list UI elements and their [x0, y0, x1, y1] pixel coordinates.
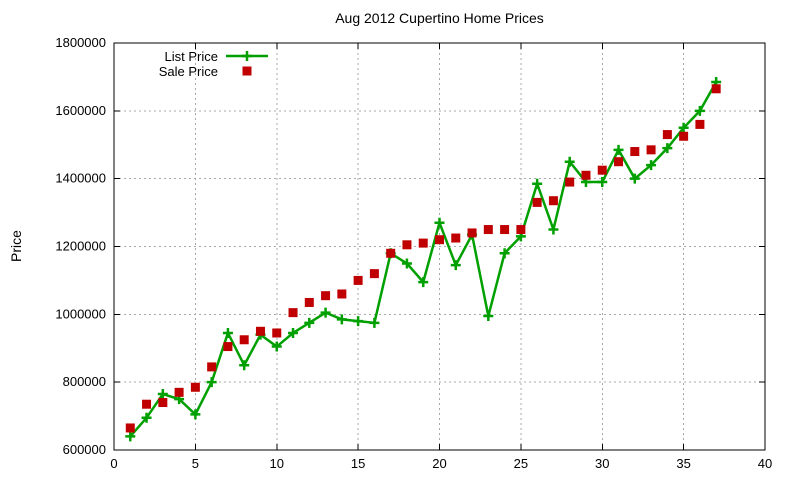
- list-price-marker: [271, 341, 282, 352]
- list-price-marker: [499, 248, 510, 259]
- list-price-marker: [678, 122, 689, 133]
- list-price-marker: [450, 260, 461, 271]
- chart-title: Aug 2012 Cupertino Home Prices: [335, 10, 544, 26]
- list-price-marker: [141, 412, 152, 423]
- legend-label: Sale Price: [159, 64, 218, 79]
- chart-canvas: 0 5 10 15 20 25 30 35 40 600000 800000 1000000 12000…: [55, 35, 772, 471]
- list-price-marker: [206, 377, 217, 388]
- x-tick-label: 25: [514, 456, 528, 471]
- sale-price-marker: [597, 165, 607, 175]
- x-tick-label: 30: [595, 456, 609, 471]
- y-tick-label: 1800000: [55, 35, 106, 50]
- sale-price-marker: [304, 297, 314, 307]
- sale-price-marker: [483, 225, 493, 235]
- list-price-marker: [369, 317, 380, 328]
- sale-price-marker: [662, 130, 672, 140]
- sale-price-marker: [500, 225, 510, 235]
- list-price-marker: [662, 143, 673, 154]
- y-tick-label: 1600000: [55, 103, 106, 118]
- x-tick-label: 10: [270, 456, 284, 471]
- list-price-marker: [157, 389, 168, 400]
- sale-price-marker: [207, 362, 217, 372]
- y-tick-label: 800000: [63, 374, 106, 389]
- list-price-marker: [190, 409, 201, 420]
- sale-price-marker: [174, 387, 184, 397]
- sale-price-marker: [565, 177, 575, 187]
- sale-price-marker: [581, 170, 591, 180]
- sale-price-marker: [386, 248, 396, 258]
- list-price-marker: [222, 327, 233, 338]
- list-price-marker: [239, 360, 250, 371]
- sale-price-marker: [614, 157, 624, 167]
- y-tick-label: 600000: [63, 442, 106, 457]
- sale-price-marker: [418, 238, 428, 248]
- list-price-marker: [646, 160, 657, 171]
- sale-price-marker: [239, 335, 249, 345]
- sale-price-marker: [630, 147, 640, 157]
- sale-price-marker: [532, 197, 542, 207]
- list-price-marker: [288, 327, 299, 338]
- list-price-marker: [532, 178, 543, 189]
- sale-price-marker: [353, 275, 363, 285]
- x-tick-label: 20: [432, 456, 446, 471]
- sale-price-marker: [695, 119, 705, 129]
- sale-price-marker: [516, 225, 526, 235]
- sale-price-marker: [223, 342, 233, 352]
- y-tick-label: 1000000: [55, 306, 106, 321]
- x-tick-label: 15: [351, 456, 365, 471]
- list-price-marker: [418, 277, 429, 288]
- sale-price-marker: [711, 84, 721, 94]
- sale-price-marker: [272, 328, 282, 338]
- list-price-marker: [434, 217, 445, 228]
- list-price-marker: [353, 316, 364, 327]
- list-price-marker: [336, 314, 347, 325]
- list-price-marker: [483, 311, 494, 322]
- sale-price-marker: [125, 423, 135, 433]
- sale-price-marker: [158, 398, 168, 408]
- legend-cross-sample: [242, 51, 252, 61]
- x-tick-label: 0: [110, 456, 117, 471]
- sale-price-marker: [190, 382, 200, 392]
- legend-label: List Price: [165, 49, 218, 64]
- legend-square-sample: [242, 66, 252, 76]
- list-price-marker: [613, 144, 624, 155]
- x-tick-label: 35: [676, 456, 690, 471]
- list-price-marker: [548, 224, 559, 235]
- y-tick-label: 1400000: [55, 171, 106, 186]
- sale-price-marker: [142, 399, 152, 409]
- list-price-marker: [629, 173, 640, 184]
- x-tick-label: 5: [192, 456, 199, 471]
- sale-price-marker: [321, 291, 331, 301]
- list-price-marker: [564, 156, 575, 167]
- sale-price-marker: [467, 228, 477, 238]
- sale-price-marker: [646, 145, 656, 155]
- list-price-marker: [125, 431, 136, 442]
- sale-price-marker: [288, 308, 298, 318]
- list-price-marker: [694, 105, 705, 116]
- list-price-marker: [320, 307, 331, 318]
- sale-price-marker: [548, 196, 558, 206]
- list-price-line: [129, 81, 718, 438]
- y-tick-label: 1200000: [55, 239, 106, 254]
- sale-price-marker: [369, 269, 379, 279]
- sale-price-marker: [435, 235, 444, 245]
- list-price-marker: [597, 177, 608, 188]
- sale-price-marker: [451, 233, 461, 243]
- sale-price-marker: [402, 240, 412, 250]
- sale-price-marker: [255, 326, 265, 336]
- list-price-marker: [401, 258, 412, 269]
- sale-price-marker: [337, 289, 347, 299]
- sale-price-marker: [679, 131, 689, 141]
- list-price-marker: [304, 317, 315, 328]
- x-tick-label: 40: [758, 456, 772, 471]
